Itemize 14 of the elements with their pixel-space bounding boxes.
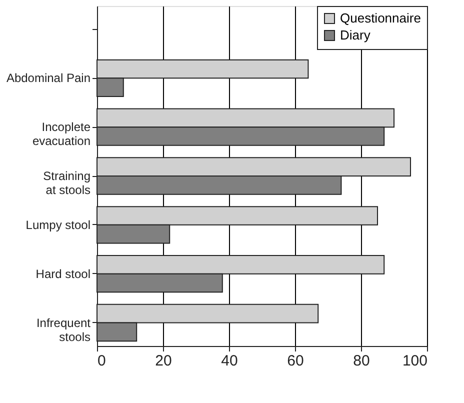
x-tick-label: 80 bbox=[353, 352, 370, 370]
x-tick-label: 20 bbox=[155, 352, 172, 370]
x-tick-label: 60 bbox=[287, 352, 304, 370]
y-tick-label: Lumpy stool bbox=[26, 218, 90, 232]
x-tick-label: 40 bbox=[221, 352, 238, 370]
y-tick-label: Hard stool bbox=[36, 266, 90, 281]
y-tick-label: Straining at stools bbox=[43, 169, 90, 197]
y-tick-label: Incoplete evacuation bbox=[32, 120, 91, 148]
legend-label: Diary bbox=[340, 28, 371, 42]
x-tick-label: 0 bbox=[98, 352, 106, 370]
y-tick-label: Abdominal Pain bbox=[6, 71, 90, 86]
y-tick-label: Infrequent stools bbox=[36, 316, 92, 344]
x-tick-label: 100 bbox=[402, 352, 428, 370]
legend-label: Questionnaire bbox=[340, 10, 421, 26]
